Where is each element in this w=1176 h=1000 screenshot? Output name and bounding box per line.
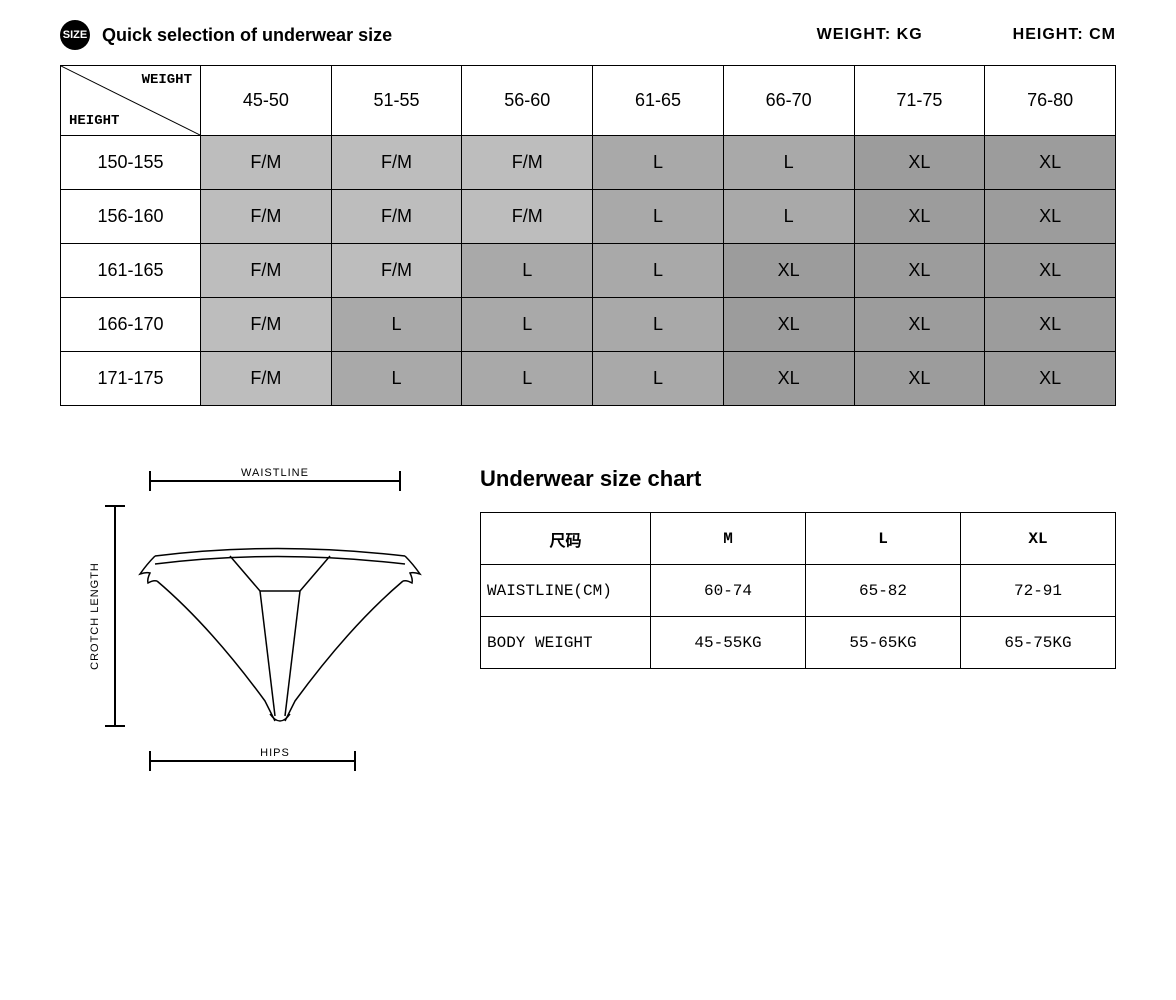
size-cell: L: [593, 298, 724, 352]
size-cell: L: [462, 244, 593, 298]
size-cell: F/M: [331, 244, 462, 298]
size-cell: F/M: [201, 298, 332, 352]
size-cell: XL: [985, 136, 1116, 190]
weight-column-header: 66-70: [723, 66, 854, 136]
size-selection-table: WEIGHT HEIGHT45-5051-5556-6061-6566-7071…: [60, 65, 1116, 406]
chart-value-cell: 55-65KG: [806, 617, 961, 669]
chart-row-label: WAISTLINE(CM): [481, 565, 651, 617]
size-cell: XL: [723, 352, 854, 406]
size-chart-table: 尺码MLXL WAISTLINE(CM)60-7465-8272-91 BODY …: [480, 512, 1116, 669]
size-cell: XL: [985, 298, 1116, 352]
chart-column-header: 尺码: [481, 513, 651, 565]
weight-column-header: 76-80: [985, 66, 1116, 136]
underwear-diagram: WAISTLINE CROTCH LENGTH HIPS: [60, 456, 440, 796]
weight-column-header: 45-50: [201, 66, 332, 136]
chart-value-cell: 60-74: [651, 565, 806, 617]
header: SIZE Quick selection of underwear size W…: [60, 20, 1116, 50]
header-units: WEIGHT: KG HEIGHT: CM: [817, 26, 1116, 44]
size-cell: XL: [985, 352, 1116, 406]
size-cell: L: [723, 136, 854, 190]
height-row-header: 150-155: [61, 136, 201, 190]
chart-column-header: M: [651, 513, 806, 565]
size-cell: L: [593, 244, 724, 298]
size-cell: XL: [723, 244, 854, 298]
size-chart-title: Underwear size chart: [480, 466, 1116, 492]
size-cell: F/M: [331, 136, 462, 190]
svg-text:WAISTLINE: WAISTLINE: [241, 467, 309, 479]
size-cell: L: [462, 352, 593, 406]
weight-column-header: 71-75: [854, 66, 985, 136]
size-cell: L: [462, 298, 593, 352]
chart-value-cell: 65-82: [806, 565, 961, 617]
height-row-header: 166-170: [61, 298, 201, 352]
corner-header: WEIGHT HEIGHT: [61, 66, 201, 136]
size-cell: F/M: [462, 136, 593, 190]
height-row-header: 171-175: [61, 352, 201, 406]
weight-column-header: 51-55: [331, 66, 462, 136]
size-cell: L: [593, 352, 724, 406]
chart-column-header: XL: [961, 513, 1116, 565]
svg-text:HIPS: HIPS: [260, 747, 290, 759]
height-row-header: 156-160: [61, 190, 201, 244]
weight-column-header: 61-65: [593, 66, 724, 136]
size-cell: XL: [854, 352, 985, 406]
size-cell: L: [723, 190, 854, 244]
chart-value-cell: 65-75KG: [961, 617, 1116, 669]
height-unit-label: HEIGHT: CM: [1013, 26, 1116, 44]
size-cell: L: [593, 190, 724, 244]
chart-value-cell: 45-55KG: [651, 617, 806, 669]
chart-value-cell: 72-91: [961, 565, 1116, 617]
header-title: Quick selection of underwear size: [102, 25, 392, 46]
size-cell: XL: [854, 244, 985, 298]
size-cell: XL: [854, 298, 985, 352]
weight-column-header: 56-60: [462, 66, 593, 136]
size-cell: L: [331, 352, 462, 406]
size-cell: XL: [723, 298, 854, 352]
height-row-header: 161-165: [61, 244, 201, 298]
size-cell: F/M: [201, 136, 332, 190]
size-cell: F/M: [201, 190, 332, 244]
weight-unit-label: WEIGHT: KG: [817, 26, 923, 44]
size-cell: XL: [854, 136, 985, 190]
size-cell: F/M: [331, 190, 462, 244]
size-badge: SIZE: [60, 20, 90, 50]
size-cell: F/M: [462, 190, 593, 244]
size-cell: F/M: [201, 244, 332, 298]
size-cell: L: [331, 298, 462, 352]
size-cell: XL: [985, 244, 1116, 298]
size-cell: XL: [985, 190, 1116, 244]
chart-column-header: L: [806, 513, 961, 565]
size-cell: XL: [854, 190, 985, 244]
svg-text:CROTCH LENGTH: CROTCH LENGTH: [89, 562, 101, 670]
chart-row-label: BODY WEIGHT: [481, 617, 651, 669]
size-cell: F/M: [201, 352, 332, 406]
size-cell: L: [593, 136, 724, 190]
